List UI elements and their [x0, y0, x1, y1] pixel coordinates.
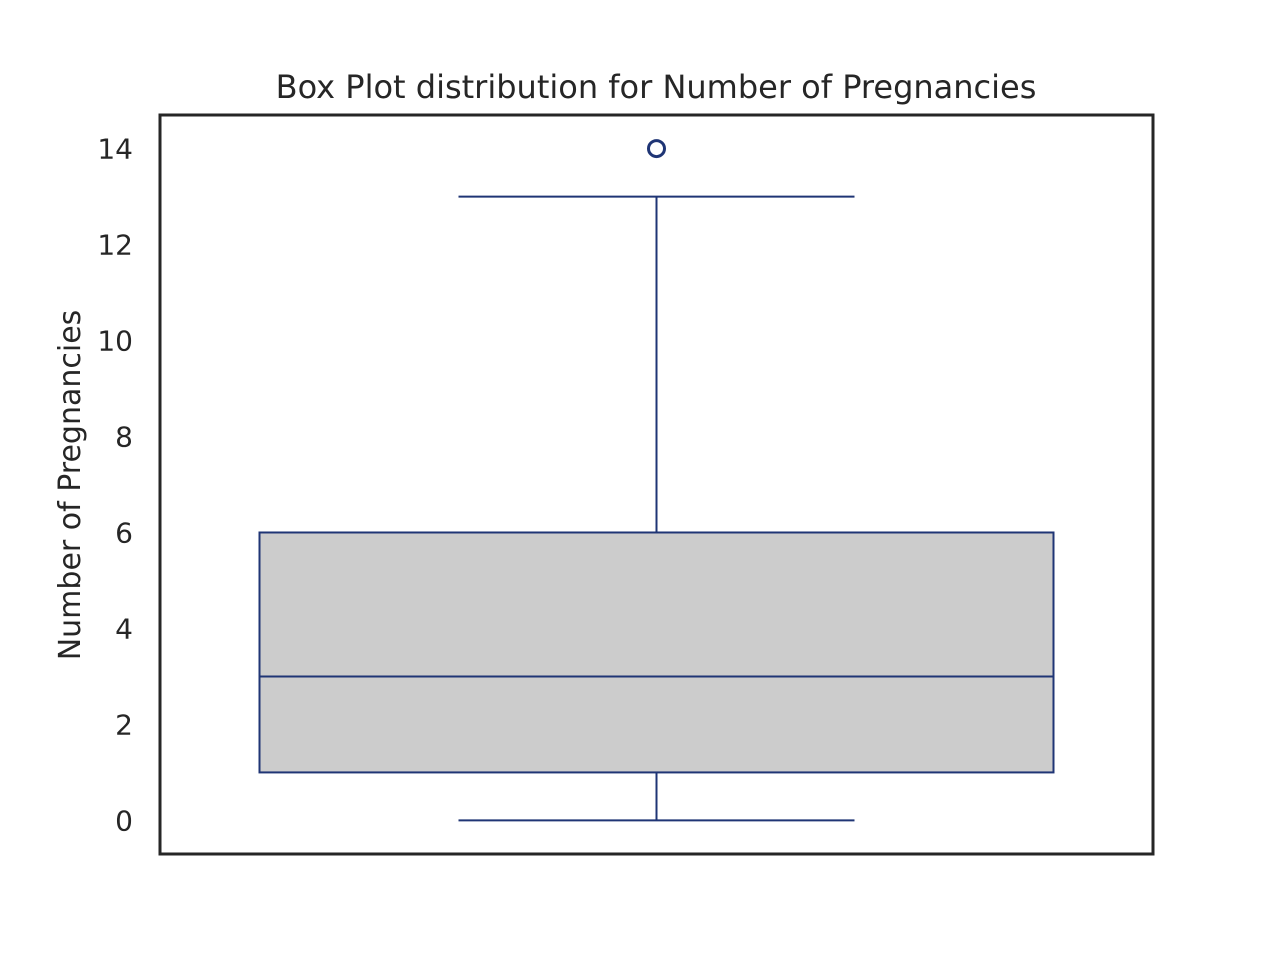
box-plot-series	[258, 139, 1055, 822]
y-tick-label: 4	[115, 612, 133, 645]
y-tick-label: 6	[115, 516, 133, 549]
axes-frame	[158, 113, 1155, 856]
y-axis-ticks: 0 2 4 6 8 10 12 14	[97, 133, 133, 838]
y-tick-label: 0	[115, 804, 133, 837]
y-tick-label: 12	[97, 229, 133, 262]
y-tick-label: 14	[97, 133, 133, 166]
y-tick-label: 2	[115, 708, 133, 741]
y-tick-label: 8	[115, 421, 133, 454]
outlier-point	[647, 139, 666, 159]
y-tick-label: 10	[97, 325, 133, 358]
chart-title: Box Plot distribution for Number of Preg…	[276, 68, 1037, 106]
iqr-box	[258, 531, 1055, 774]
y-axis-label: Number of Pregnancies	[53, 310, 88, 661]
